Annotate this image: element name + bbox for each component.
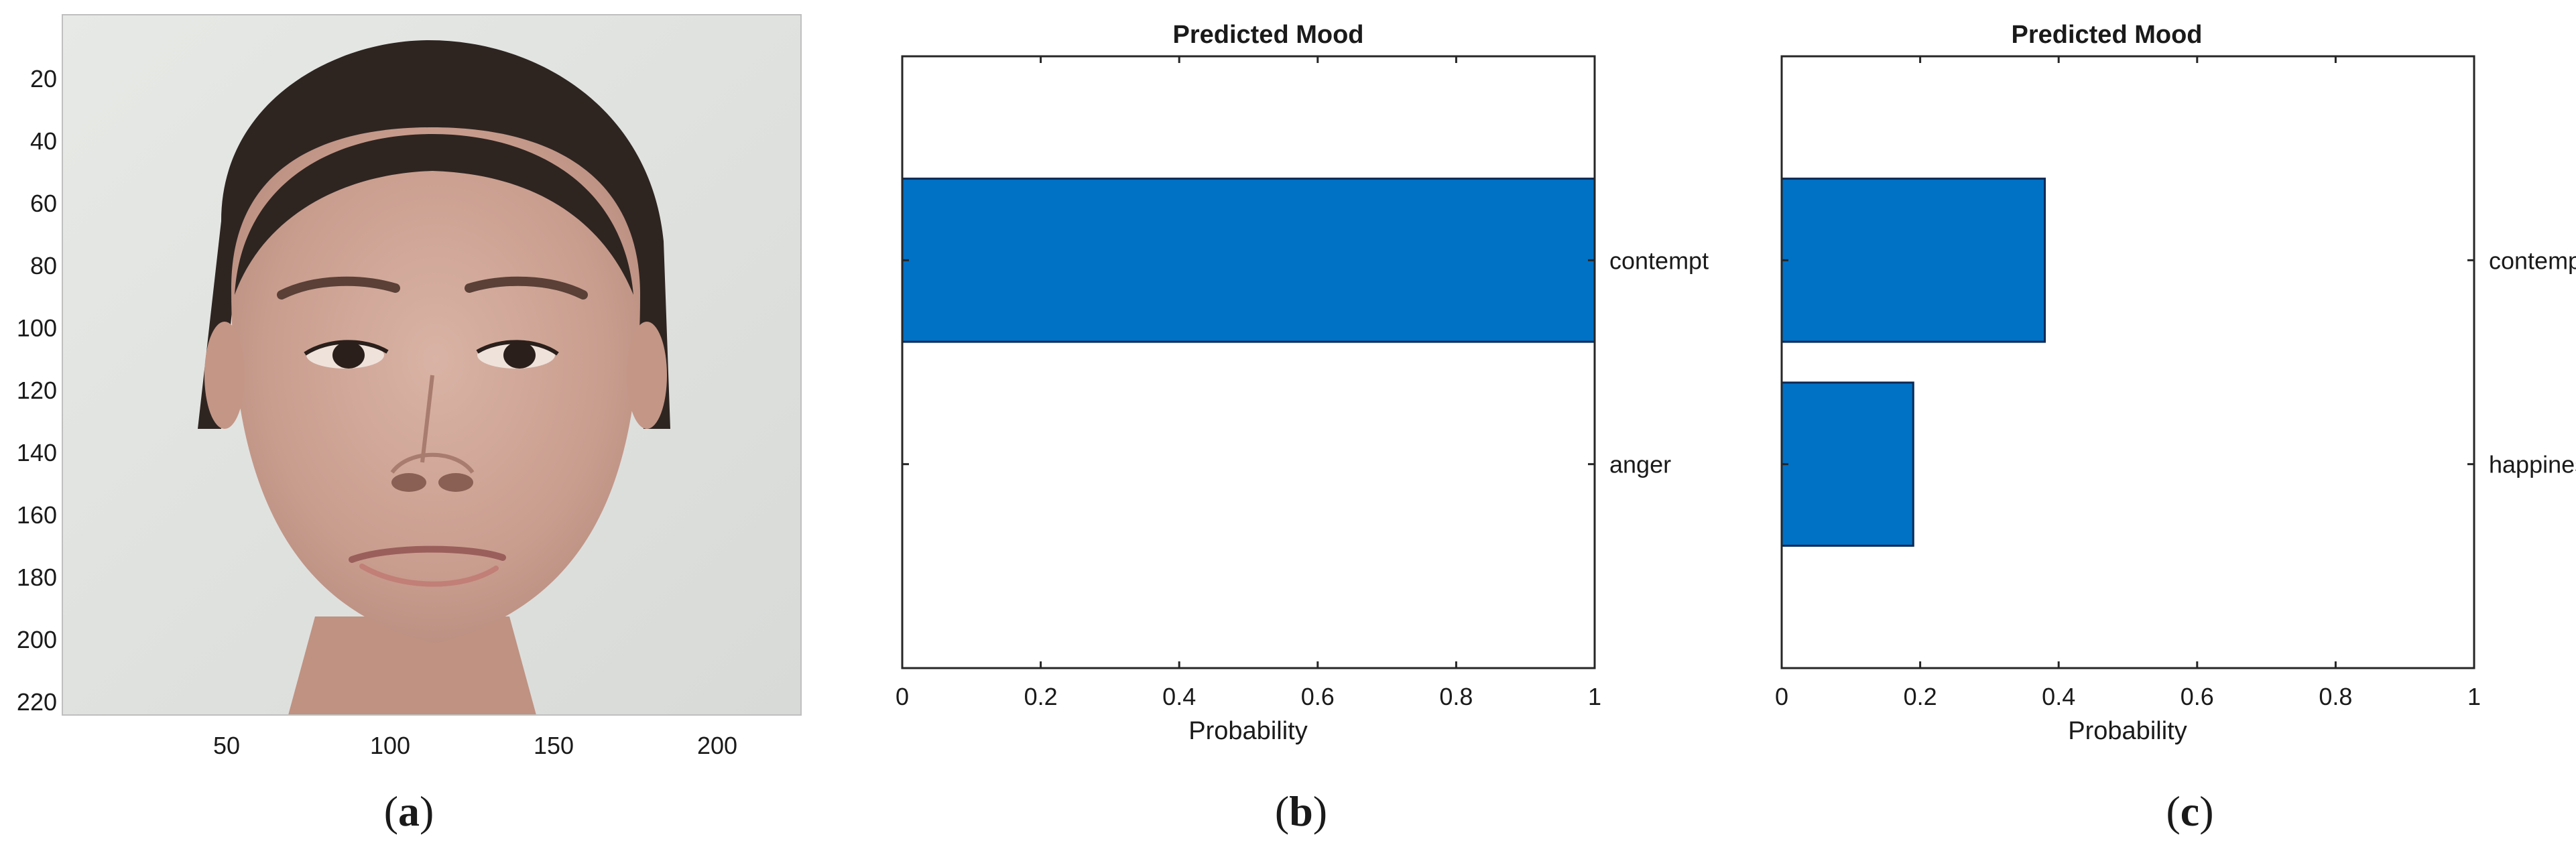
c-xtick-label: 0.4 [2042, 683, 2075, 710]
image-x-tick-label: 200 [697, 732, 737, 759]
b-xtick-label: 0.4 [1162, 683, 1196, 710]
image-x-tick-label: 150 [534, 732, 574, 759]
chart-c-axes-box [1780, 55, 2475, 669]
c-xtick-label: 0.2 [1904, 683, 1937, 710]
b-category-label: anger [1609, 451, 1671, 478]
b-xtick-label: 0.6 [1301, 683, 1335, 710]
chart-c-xlabel: Probability [2068, 717, 2187, 745]
image-y-tick-label: 220 [17, 688, 57, 716]
chart-c-bars [1780, 178, 2046, 547]
c-xtick-label: 0.6 [2181, 683, 2214, 710]
c-xtick-label: 1 [2467, 683, 2481, 710]
panel-label-c: (c) [2166, 787, 2213, 835]
b-xtick-label: 0.2 [1024, 683, 1058, 710]
image-x-ticks: 50 100 150 200 [213, 732, 737, 759]
panel-c: Predicted Mood happiness contempt 0 0.2 0.4… [1775, 21, 2576, 745]
image-y-tick-label: 200 [17, 626, 57, 653]
image-x-tick-label: 100 [370, 732, 410, 759]
c-bar-happiness [1780, 381, 1914, 547]
image-y-ticks: 20 40 60 80 100 120 140 160 180 200 220 [17, 65, 57, 716]
image-frame [62, 14, 802, 716]
chart-b-x-ticks: 0 0.2 0.4 0.6 0.8 1 [896, 56, 1601, 710]
b-xtick-label: 0 [896, 683, 909, 710]
b-category-label: contempt [1609, 247, 1709, 274]
b-bar-contempt [901, 178, 1596, 343]
image-y-tick-label: 100 [17, 314, 57, 342]
image-y-tick-label: 60 [30, 190, 57, 217]
chart-b-xlabel: Probability [1188, 717, 1307, 745]
panel-a: 20 40 60 80 100 120 140 160 180 200 220 50 100 150 20… [17, 14, 802, 759]
c-bar-contempt [1780, 178, 2046, 343]
b-xtick-label: 0.8 [1439, 683, 1473, 710]
chart-b-title: Predicted Mood [1172, 21, 1363, 49]
image-y-tick-label: 40 [30, 127, 57, 155]
c-category-label: happiness [2489, 451, 2576, 478]
image-y-tick-label: 80 [30, 252, 57, 279]
image-y-tick-label: 160 [17, 501, 57, 529]
panel-label-a: (a) [384, 787, 434, 835]
image-y-tick-label: 120 [17, 377, 57, 404]
panel-label-b: (b) [1275, 787, 1327, 835]
c-xtick-label: 0.8 [2319, 683, 2352, 710]
image-y-tick-label: 180 [17, 564, 57, 591]
chart-b-axes-box [901, 55, 1596, 669]
image-y-tick-label: 20 [30, 65, 57, 92]
face-photo [62, 15, 801, 715]
chart-b-bars [901, 178, 1596, 343]
c-xtick-label: 0 [1775, 683, 1788, 710]
chart-b-category-labels: anger contempt [902, 247, 1709, 478]
chart-c-title: Predicted Mood [2011, 21, 2202, 49]
c-category-label: contempt [2489, 247, 2576, 274]
image-x-tick-label: 50 [213, 732, 240, 759]
b-xtick-label: 1 [1588, 683, 1601, 710]
chart-c-category-labels: happiness contempt [1782, 247, 2576, 478]
image-y-tick-label: 140 [17, 439, 57, 466]
chart-c-x-ticks: 0 0.2 0.4 0.6 0.8 1 [1775, 56, 2481, 710]
